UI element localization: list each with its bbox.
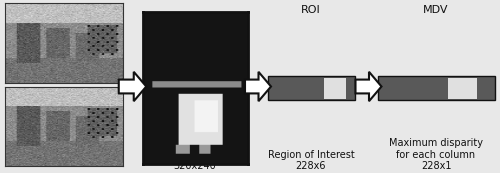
FancyBboxPatch shape [324,78,346,99]
Text: Disparity Map
320x240: Disparity Map 320x240 [161,150,229,171]
FancyBboxPatch shape [268,76,355,100]
Text: Maximum disparity
for each column
228x1: Maximum disparity for each column 228x1 [389,138,483,171]
FancyBboxPatch shape [378,76,495,100]
Polygon shape [356,72,382,101]
Text: Region of Interest
228x6: Region of Interest 228x6 [268,150,354,171]
Polygon shape [245,72,271,101]
FancyBboxPatch shape [448,78,478,99]
Text: ROI: ROI [301,5,321,15]
Polygon shape [119,72,146,101]
Text: MDV: MDV [423,5,449,15]
